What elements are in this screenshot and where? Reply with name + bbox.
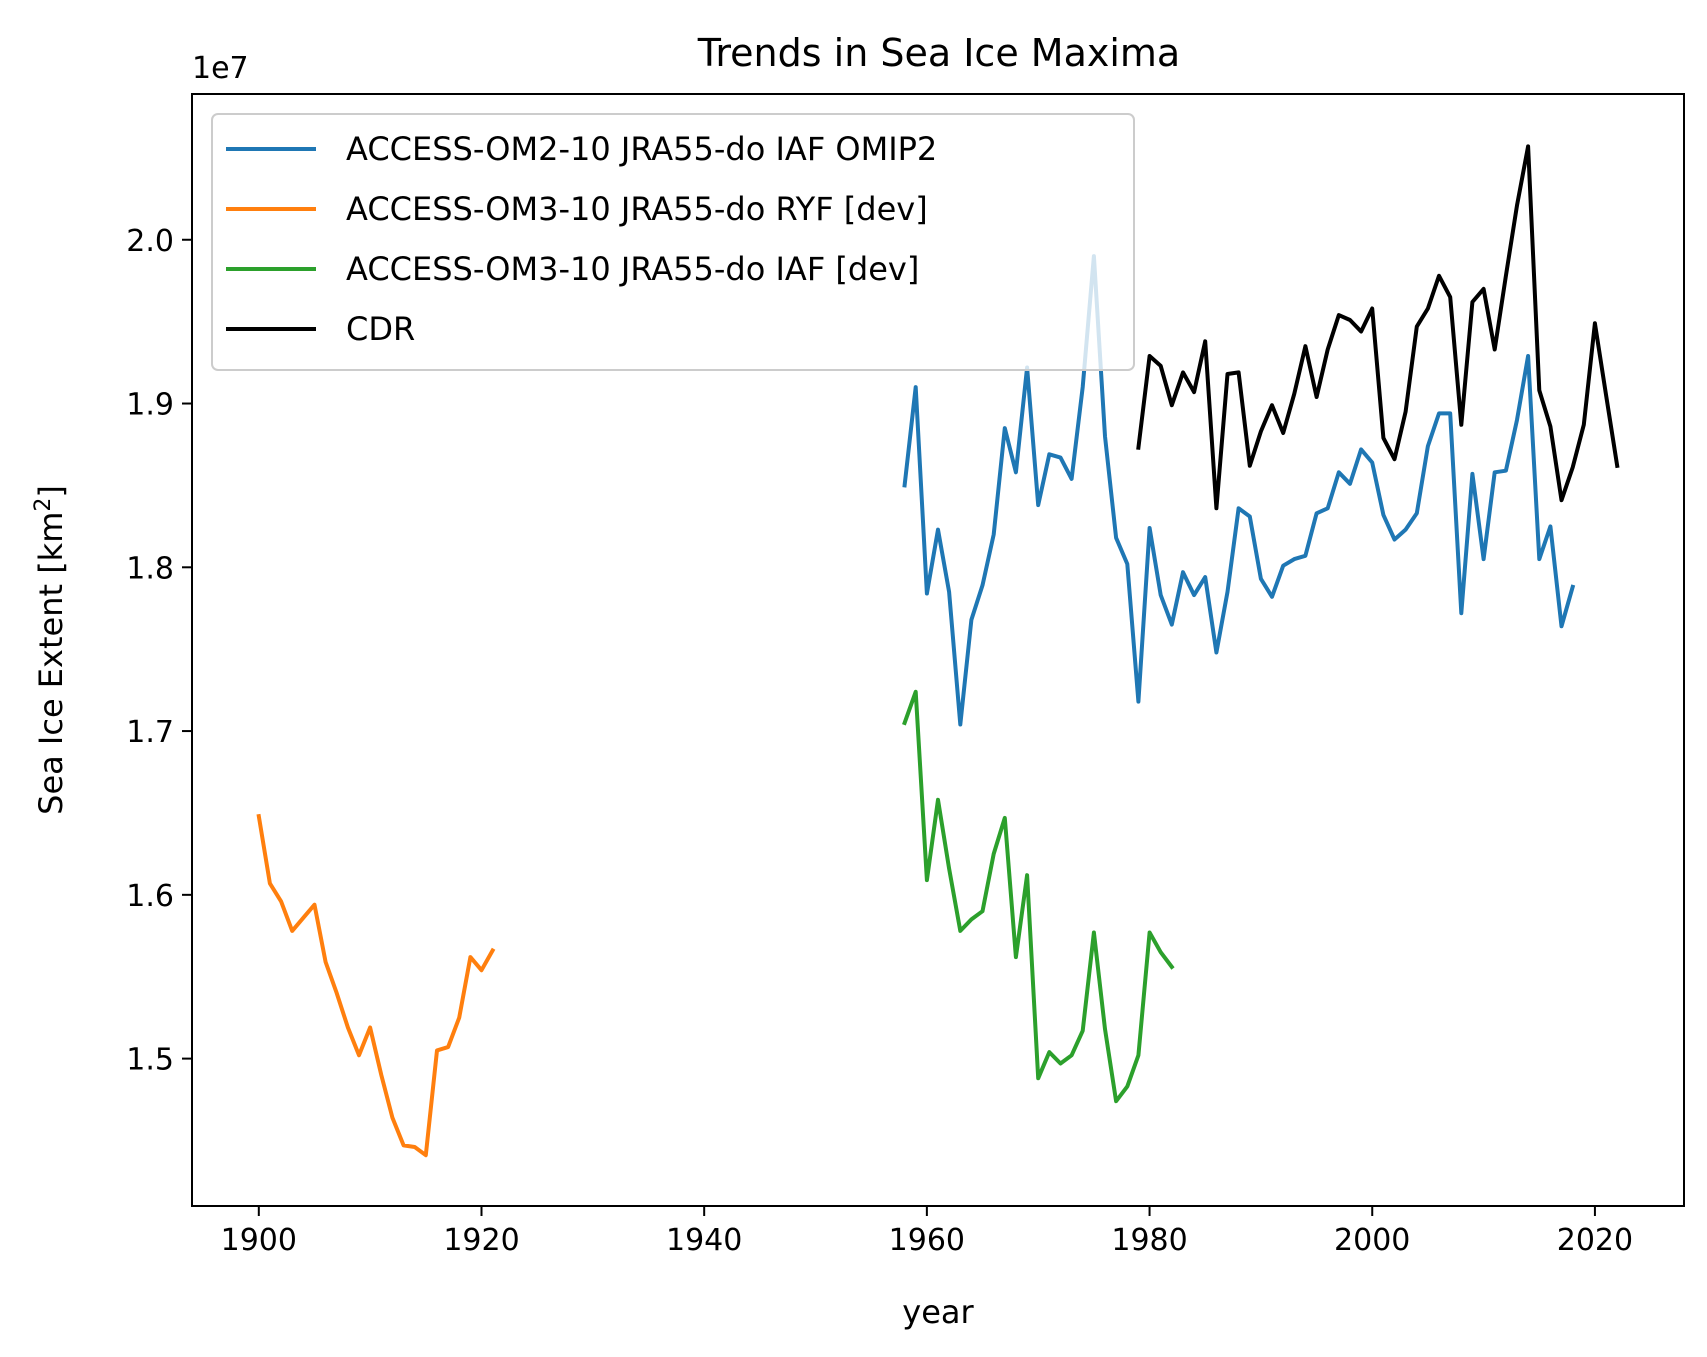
series-line-access-om3-10-jra55-do-iaf-dev xyxy=(902,689,1175,1104)
y-axis-label: Sea Ice Extent [km2] xyxy=(31,485,70,815)
y-axis-label-end: ] xyxy=(32,485,70,497)
series-line-cdr xyxy=(1136,144,1620,511)
y-axis-ticks: 1.5 1.6 1.7 1.8 1.9 2.0 xyxy=(126,224,192,1078)
chart-title: Trends in Sea Ice Maxima xyxy=(697,31,1180,75)
y-tick-label: 1.9 xyxy=(126,388,174,423)
legend-frame xyxy=(211,113,1135,371)
x-axis-label: year xyxy=(902,1293,974,1331)
series-group xyxy=(256,144,1620,1158)
x-tick-label: 1900 xyxy=(221,1223,297,1258)
x-tick-label: 1980 xyxy=(1111,1223,1187,1258)
y-axis-label-superscript: 2 xyxy=(31,498,56,512)
y-tick-label: 1.8 xyxy=(126,551,174,586)
legend-label: ACCESS-OM3-10 JRA55-do IAF [dev] xyxy=(346,250,919,288)
y-tick-label: 1.5 xyxy=(126,1043,174,1078)
x-tick-label: 2000 xyxy=(1334,1223,1410,1258)
plot-frame xyxy=(191,93,1685,1207)
legend: ACCESS-OM2-10 JRA55-do IAF OMIP2 ACCESS-O… xyxy=(211,113,1135,371)
y-offset-text: 1e7 xyxy=(192,51,249,86)
y-tick-label: 1.6 xyxy=(126,879,174,914)
legend-label: ACCESS-OM3-10 JRA55-do RYF [dev] xyxy=(346,190,928,228)
series-line-access-om3-10-jra55-do-ryf-dev xyxy=(256,813,496,1158)
x-tick-label: 1920 xyxy=(443,1223,519,1258)
x-tick-label: 2020 xyxy=(1557,1223,1633,1258)
x-axis-ticks: 1900 1920 1940 1960 1980 2000 2020 xyxy=(221,1206,1633,1258)
x-tick-label: 1940 xyxy=(666,1223,742,1258)
y-axis-label-text: Sea Ice Extent [km xyxy=(32,512,70,815)
x-tick-label: 1960 xyxy=(889,1223,965,1258)
series-line-access-om2-10-jra55-do-iaf-omip2 xyxy=(902,254,1576,727)
y-tick-label: 1.7 xyxy=(126,715,174,750)
legend-label: ACCESS-OM2-10 JRA55-do IAF OMIP2 xyxy=(346,130,937,168)
legend-label: CDR xyxy=(346,310,415,348)
y-tick-label: 2.0 xyxy=(126,224,174,259)
